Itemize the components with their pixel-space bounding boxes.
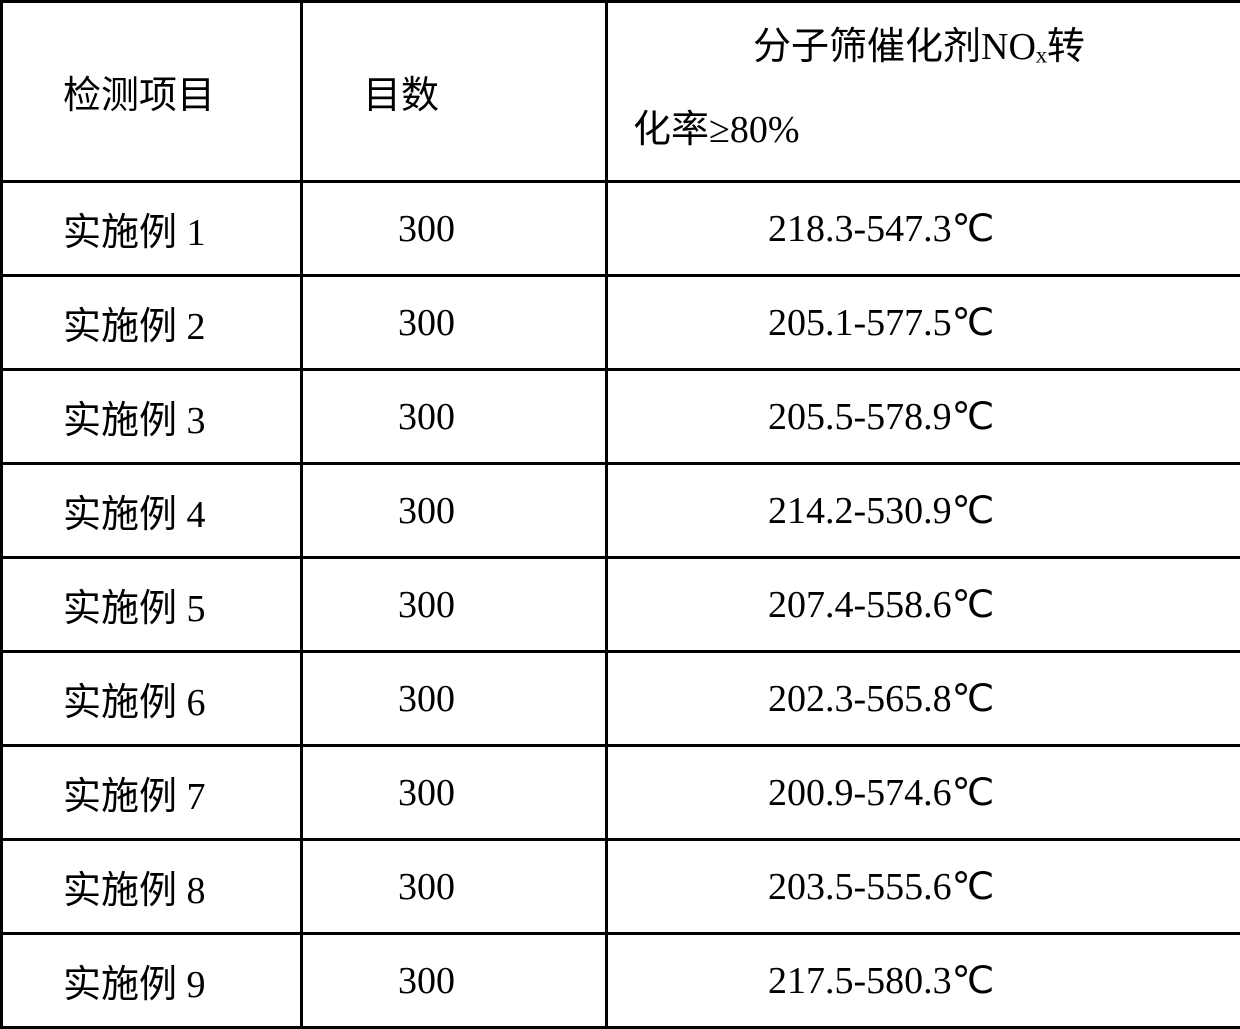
cell-range: 218.3-547.3℃ <box>607 182 1240 276</box>
header-mesh-number: 目数 <box>302 2 607 182</box>
cell-label: 实施例 6 <box>2 652 302 746</box>
cell-label: 实施例 9 <box>2 934 302 1028</box>
cell-label: 实施例 7 <box>2 746 302 840</box>
cell-mesh: 300 <box>302 182 607 276</box>
cell-label: 实施例 8 <box>2 840 302 934</box>
cell-range: 202.3-565.8℃ <box>607 652 1240 746</box>
header-conversion-rate: 分子筛催化剂NOₓ转 化率≥80% <box>607 2 1240 182</box>
table-row: 实施例 4 300 214.2-530.9℃ <box>2 464 1240 558</box>
cell-range: 203.5-555.6℃ <box>607 840 1240 934</box>
table-row: 实施例 6 300 202.3-565.8℃ <box>2 652 1240 746</box>
table-row: 实施例 5 300 207.4-558.6℃ <box>2 558 1240 652</box>
cell-range: 217.5-580.3℃ <box>607 934 1240 1028</box>
header-col3-line2: 化率≥80% <box>608 98 1220 153</box>
table-row: 实施例 1 300 218.3-547.3℃ <box>2 182 1240 276</box>
cell-range: 205.5-578.9℃ <box>607 370 1240 464</box>
cell-mesh: 300 <box>302 934 607 1028</box>
table-row: 实施例 7 300 200.9-574.6℃ <box>2 746 1240 840</box>
cell-mesh: 300 <box>302 276 607 370</box>
table-header-row: 检测项目 目数 分子筛催化剂NOₓ转 化率≥80% <box>2 2 1240 182</box>
cell-mesh: 300 <box>302 370 607 464</box>
cell-mesh: 300 <box>302 464 607 558</box>
cell-range: 200.9-574.6℃ <box>607 746 1240 840</box>
cell-label: 实施例 5 <box>2 558 302 652</box>
cell-range: 205.1-577.5℃ <box>607 276 1240 370</box>
cell-mesh: 300 <box>302 652 607 746</box>
header-col3-line1: 分子筛催化剂NOₓ转 <box>608 15 1220 70</box>
cell-range: 207.4-558.6℃ <box>607 558 1240 652</box>
cell-label: 实施例 4 <box>2 464 302 558</box>
table-row: 实施例 9 300 217.5-580.3℃ <box>2 934 1240 1028</box>
table-row: 实施例 2 300 205.1-577.5℃ <box>2 276 1240 370</box>
cell-label: 实施例 1 <box>2 182 302 276</box>
cell-label: 实施例 2 <box>2 276 302 370</box>
cell-mesh: 300 <box>302 746 607 840</box>
cell-mesh: 300 <box>302 840 607 934</box>
table-row: 实施例 8 300 203.5-555.6℃ <box>2 840 1240 934</box>
header-test-item: 检测项目 <box>2 2 302 182</box>
data-table-container: 检测项目 目数 分子筛催化剂NOₓ转 化率≥80% 实施例 1 300 218.… <box>0 0 1240 1025</box>
catalyst-data-table: 检测项目 目数 分子筛催化剂NOₓ转 化率≥80% 实施例 1 300 218.… <box>0 0 1240 1029</box>
cell-range: 214.2-530.9℃ <box>607 464 1240 558</box>
cell-mesh: 300 <box>302 558 607 652</box>
table-row: 实施例 3 300 205.5-578.9℃ <box>2 370 1240 464</box>
cell-label: 实施例 3 <box>2 370 302 464</box>
